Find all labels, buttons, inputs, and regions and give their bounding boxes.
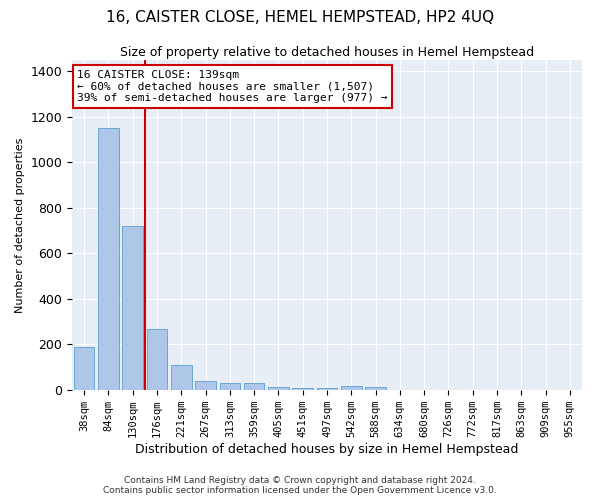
X-axis label: Distribution of detached houses by size in Hemel Hempstead: Distribution of detached houses by size … (136, 443, 518, 456)
Bar (341, 386, 362, 390)
Bar (317, 388, 337, 390)
Text: 16 CAISTER CLOSE: 139sqm
← 60% of detached houses are smaller (1,507)
39% of sem: 16 CAISTER CLOSE: 139sqm ← 60% of detach… (77, 70, 388, 103)
Text: 16, CAISTER CLOSE, HEMEL HEMPSTEAD, HP2 4UQ: 16, CAISTER CLOSE, HEMEL HEMPSTEAD, HP2 … (106, 10, 494, 25)
Y-axis label: Number of detached properties: Number of detached properties (15, 138, 25, 312)
Bar (122, 226, 143, 390)
Bar (195, 382, 216, 390)
Bar (268, 386, 289, 390)
Bar (98, 128, 119, 390)
Bar (365, 388, 386, 390)
Bar (244, 383, 265, 390)
Bar (292, 388, 313, 390)
Bar (74, 347, 94, 390)
Text: Contains HM Land Registry data © Crown copyright and database right 2024.
Contai: Contains HM Land Registry data © Crown c… (103, 476, 497, 495)
Bar (146, 328, 167, 390)
Bar (171, 365, 191, 390)
Bar (220, 383, 240, 390)
Title: Size of property relative to detached houses in Hemel Hempstead: Size of property relative to detached ho… (120, 46, 534, 59)
